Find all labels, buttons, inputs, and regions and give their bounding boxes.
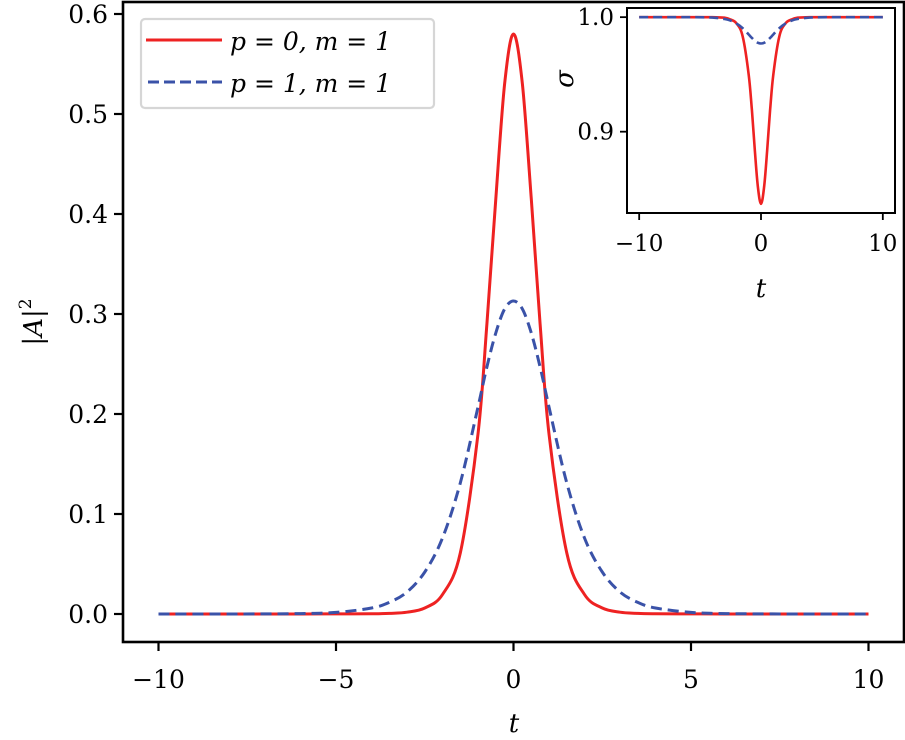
main-y-axis-label: |A|2: [16, 298, 49, 345]
legend-label-p0: p = 0, m = 1: [230, 27, 391, 56]
x-tick-label: 5: [683, 665, 699, 694]
main-curves: [158, 32, 869, 616]
x-tick-label: 10: [868, 231, 897, 257]
x-tick-label: 0: [754, 231, 769, 257]
y-tick-label: 0.1: [68, 500, 108, 529]
y-tick-label: 0.9: [577, 120, 614, 146]
inset-y-axis-ticks: 0.9 1.0: [577, 5, 627, 146]
inset-curves: [639, 15, 883, 206]
inset-x-axis-label: t: [756, 274, 767, 304]
svg-text:σ: σ: [550, 69, 580, 88]
inset-y-axis-label: σ: [550, 69, 580, 88]
main-x-axis-label: t: [509, 709, 520, 739]
legend-label-p1: p = 1, m = 1: [230, 69, 391, 98]
x-tick-label: 10: [853, 665, 885, 694]
series-dashed-p1-m1: [158, 299, 869, 616]
x-tick-label: −5: [318, 665, 355, 694]
inset-plot-area: −10 0 10 0.9 1.0 t σ: [550, 5, 897, 304]
x-tick-label: −10: [132, 665, 185, 694]
series-dashed-p1-m1: [639, 15, 883, 45]
x-tick-label: 0: [506, 665, 522, 694]
y-tick-label: 0.5: [68, 100, 108, 129]
svg-text:|A|2: |A|2: [16, 298, 49, 345]
inset-x-axis-ticks: −10 0 10: [615, 213, 897, 257]
series-solid-p0-m1: [158, 32, 869, 616]
main-plot-area: −10 −5 0 5 10 0.0 0.1 0.2 0.3 0.4 0.5 0.6 t |A|2: [16, 0, 905, 739]
main-y-axis-ticks: 0.0 0.1 0.2 0.3 0.4 0.5 0.6: [68, 0, 123, 629]
legend-item-blue: p = 1, m = 1: [148, 69, 391, 98]
x-tick-label: −10: [615, 231, 664, 257]
y-label-base: |A|: [19, 309, 49, 345]
y-tick-label: 0.4: [68, 200, 108, 229]
y-tick-label: 0.3: [68, 300, 108, 329]
main-x-axis-ticks: −10 −5 0 5 10: [132, 642, 884, 694]
y-tick-label: 0.0: [68, 600, 108, 629]
y-tick-label: 0.6: [68, 0, 108, 29]
inset-background: [627, 8, 895, 213]
y-tick-label: 1.0: [577, 5, 614, 31]
y-label-superscript: 2: [16, 298, 36, 309]
legend: p = 0, m = 1 p = 1, m = 1: [139, 17, 436, 110]
legend-item-red: p = 0, m = 1: [146, 27, 391, 56]
y-tick-label: 0.2: [68, 400, 108, 429]
